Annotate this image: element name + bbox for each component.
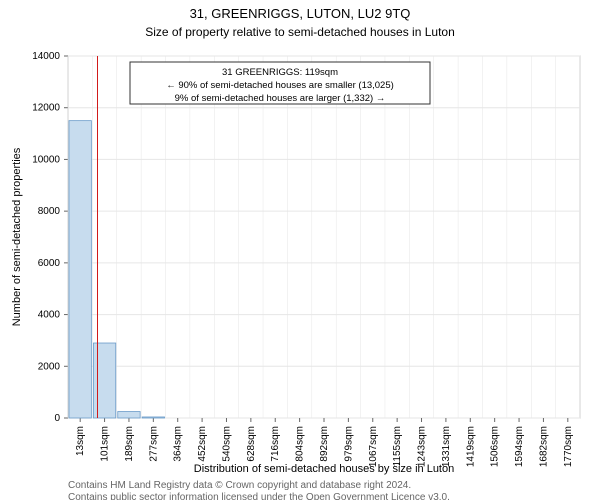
bar (142, 417, 164, 418)
y-tick-label: 12000 (32, 103, 60, 114)
x-tick-label: 1770sqm (563, 426, 574, 467)
x-tick-label: 979sqm (343, 426, 354, 462)
property-size-chart: 31, GREENRIGGS, LUTON, LU2 9TQ Size of pr… (0, 0, 600, 500)
footer-line: Contains public sector information licen… (68, 492, 450, 500)
y-tick-label: 4000 (38, 310, 61, 321)
x-tick-label: 1682sqm (538, 426, 549, 467)
x-tick-label: 716sqm (270, 426, 281, 462)
x-tick-label: 277sqm (148, 426, 159, 462)
x-tick-label: 892sqm (319, 426, 330, 462)
info-box-line: ← 90% of semi-detached houses are smalle… (166, 80, 394, 91)
footer-line: Contains HM Land Registry data © Crown c… (68, 480, 411, 491)
info-box-line: 31 GREENRIGGS: 119sqm (222, 67, 338, 78)
x-tick-label: 1331sqm (441, 426, 452, 467)
chart-title: 31, GREENRIGGS, LUTON, LU2 9TQ (190, 6, 411, 21)
x-tick-label: 1594sqm (514, 426, 525, 467)
x-tick-label: 804sqm (295, 426, 306, 462)
x-tick-label: 540sqm (221, 426, 232, 462)
x-tick-label: 1243sqm (417, 426, 428, 467)
y-tick-label: 0 (54, 413, 60, 424)
x-tick-label: 364sqm (173, 426, 184, 462)
y-tick-label: 10000 (32, 154, 60, 165)
chart-svg: 31, GREENRIGGS, LUTON, LU2 9TQ Size of pr… (0, 0, 600, 500)
x-tick-label: 189sqm (124, 426, 135, 462)
x-tick-label: 1419sqm (465, 426, 476, 467)
y-tick-label: 2000 (38, 361, 61, 372)
x-tick-label: 13sqm (75, 426, 86, 456)
bar (69, 121, 91, 418)
bar (93, 343, 115, 418)
x-tick-label: 1067sqm (368, 426, 379, 467)
y-tick-label: 14000 (32, 51, 60, 62)
y-tick-label: 6000 (38, 258, 61, 269)
x-tick-label: 628sqm (246, 426, 257, 462)
info-box-line: 9% of semi-detached houses are larger (1… (175, 93, 386, 104)
x-tick-label: 1155sqm (392, 426, 403, 466)
x-tick-label: 452sqm (197, 426, 208, 462)
x-tick-label: 1506sqm (490, 426, 501, 467)
y-axis-label: Number of semi-detached properties (11, 147, 23, 326)
x-tick-label: 101sqm (100, 426, 111, 462)
chart-subtitle: Size of property relative to semi-detach… (145, 25, 455, 39)
bar (118, 412, 140, 418)
y-tick-label: 8000 (38, 206, 61, 217)
x-axis-label: Distribution of semi-detached houses by … (194, 463, 454, 475)
